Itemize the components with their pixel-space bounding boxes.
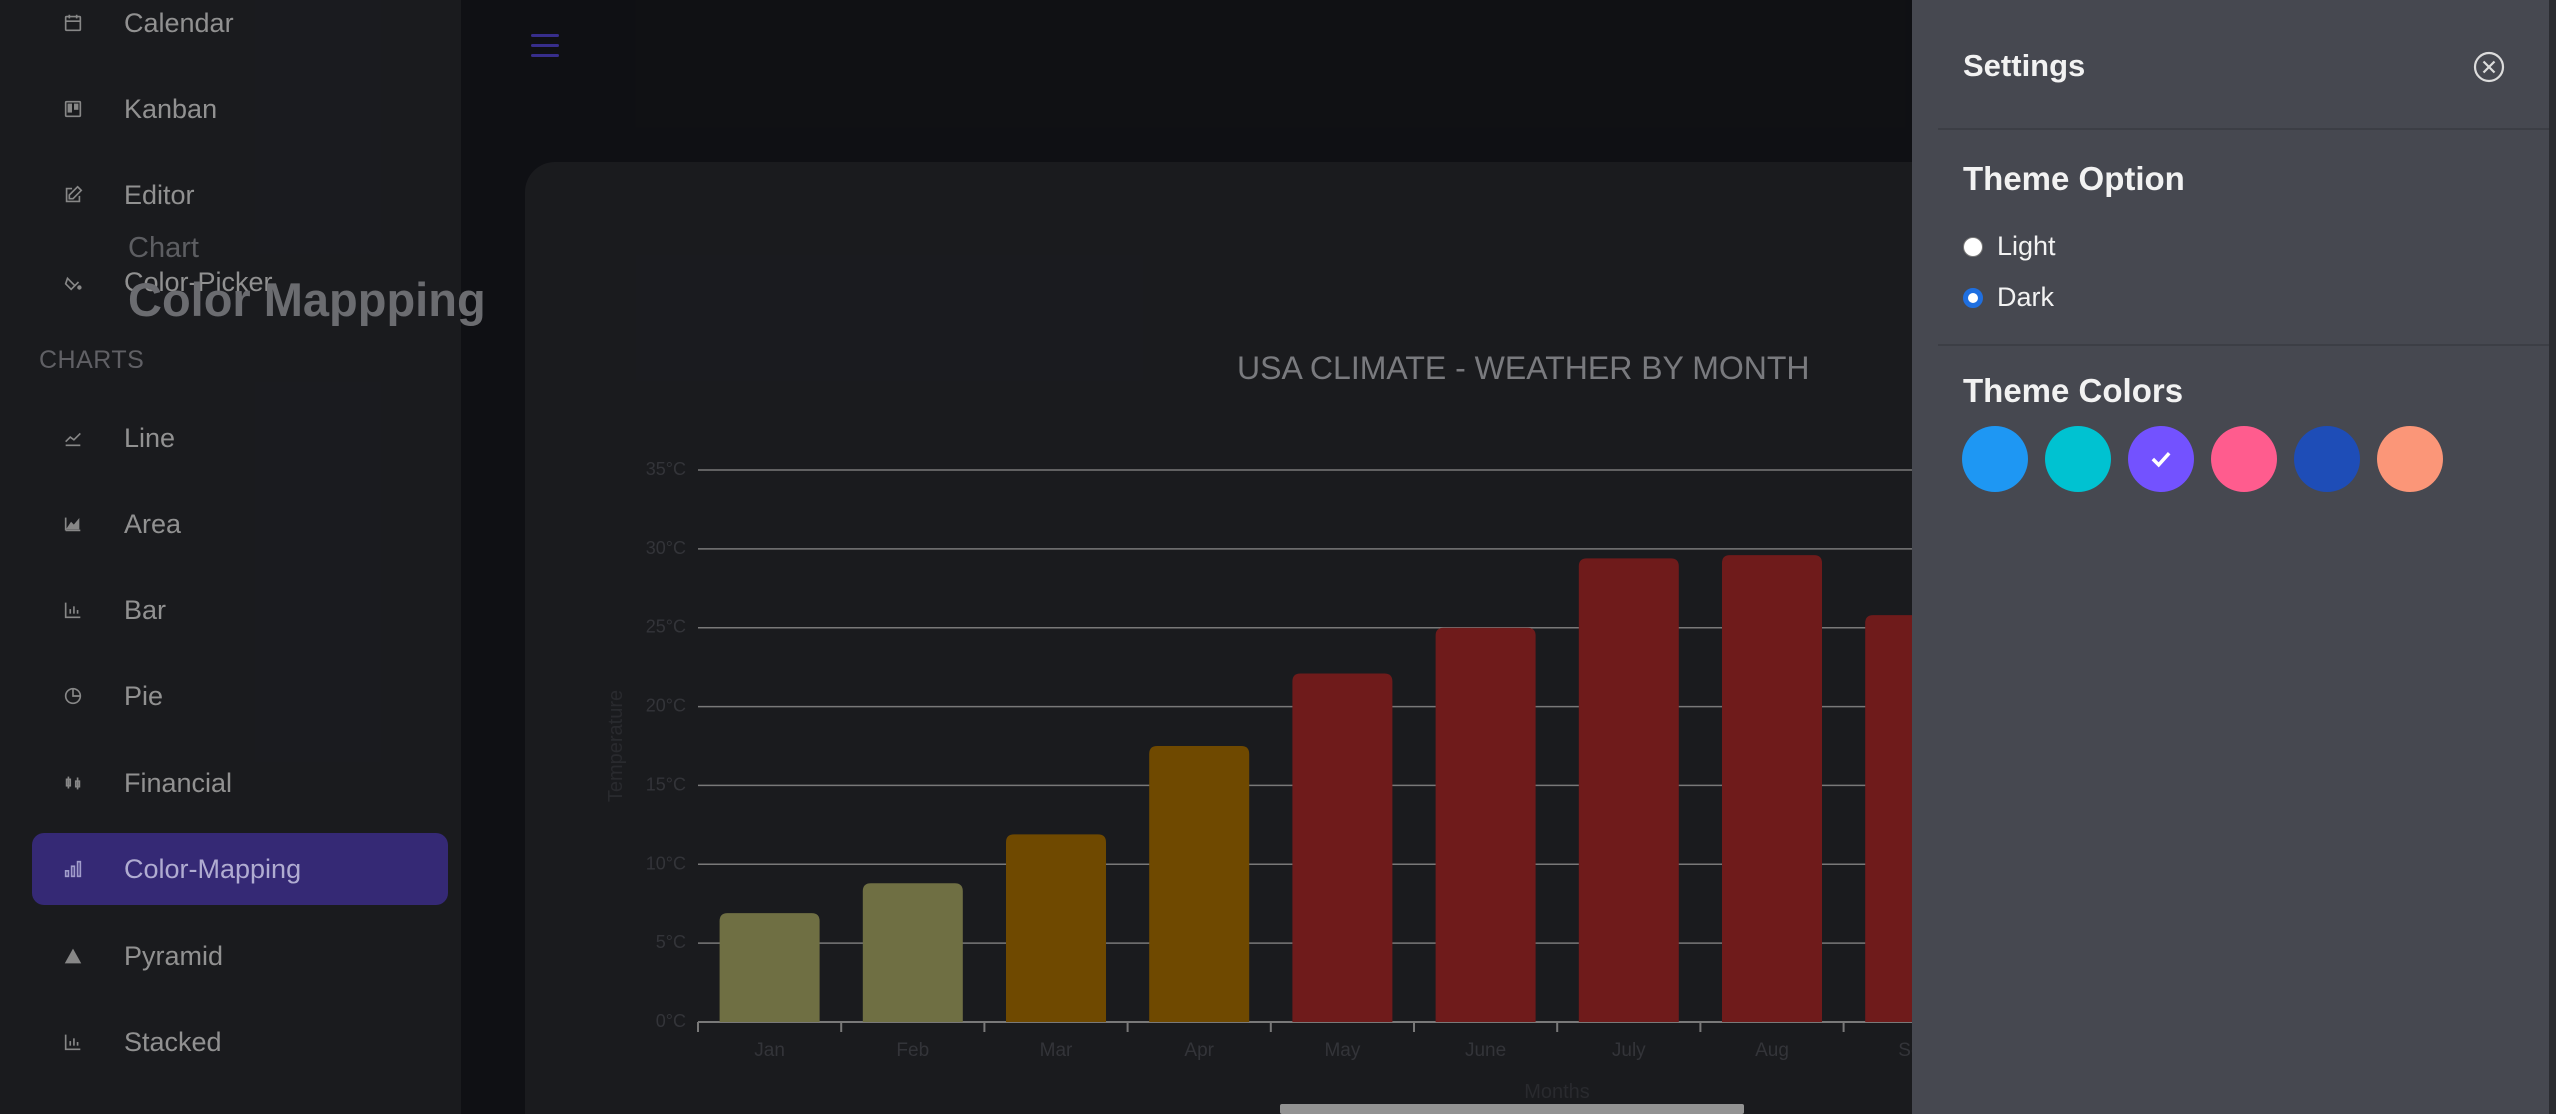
sidebar-item-label: Line — [124, 422, 176, 453]
x-tick-label: Sep — [1898, 1040, 1912, 1061]
sidebar-item-kanban[interactable]: Kanban — [32, 73, 448, 145]
bar — [719, 913, 820, 1022]
y-tick-label: 35°C — [646, 459, 686, 479]
sidebar-item-label: Color-Picker — [124, 266, 273, 297]
y-tick-label: 20°C — [646, 696, 686, 716]
sidebar-item-line[interactable]: Line — [32, 402, 448, 474]
bar — [1292, 673, 1393, 1022]
settings-panel-scroll-edge — [2549, 0, 2556, 1114]
bar — [1149, 746, 1250, 1022]
radio-label: Dark — [1997, 282, 2055, 312]
y-axis-title: Temperature — [605, 690, 627, 802]
overlay-backdrop[interactable] — [0, 0, 1912, 1114]
sidebar-item-color-mapping[interactable]: Color-Mapping — [32, 833, 448, 905]
sidebar-item-label: Area — [124, 508, 182, 539]
page-subtitle: Chart — [128, 232, 199, 264]
pyramid-icon — [36, 945, 110, 967]
sidebar-item-financial[interactable]: Financial — [32, 747, 448, 819]
theme-color-swatch[interactable] — [1962, 426, 2028, 492]
sidebar-item-pie[interactable]: Pie — [32, 660, 448, 732]
light-radio[interactable] — [1963, 236, 1983, 257]
color-picker-icon — [36, 271, 110, 293]
y-tick-label: 25°C — [646, 617, 686, 637]
x-tick-label: Jan — [754, 1040, 785, 1061]
theme-colors-heading: Theme Colors — [1963, 372, 2184, 409]
sidebar-section-charts: CHARTS — [39, 346, 145, 374]
sidebar-item-calendar[interactable]: Calendar — [32, 0, 448, 59]
calendar-icon — [36, 12, 110, 34]
bar — [1865, 615, 1912, 1022]
settings-divider — [1938, 344, 2549, 346]
bar-chart-icon — [36, 599, 110, 621]
bar — [1722, 555, 1822, 1022]
x-tick-label: Aug — [1755, 1040, 1789, 1061]
theme-option-dark[interactable]: Dark — [1963, 282, 2054, 313]
sidebar-item-label: Color-Mapping — [124, 853, 302, 884]
color-mapping-icon — [36, 858, 110, 880]
page-title: Color Mappping — [128, 273, 486, 326]
y-tick-label: 30°C — [646, 538, 686, 558]
y-tick-label: 15°C — [646, 774, 686, 794]
theme-color-swatch[interactable] — [2211, 426, 2277, 492]
settings-title: Settings — [1963, 48, 2086, 83]
sidebar-item-label: Editor — [124, 179, 195, 210]
color-mapping-chart: 0°C 5°C 10°C 15°C 20°C 25°C 30°C 35°C Jan Feb Mar A… — [605, 459, 1912, 1103]
financial-chart-icon — [36, 772, 110, 794]
bar — [862, 883, 963, 1022]
kanban-icon — [36, 98, 110, 120]
theme-color-swatch[interactable] — [2377, 426, 2443, 492]
menu-icon[interactable] — [531, 34, 559, 60]
y-tick-label: 0°C — [656, 1011, 686, 1031]
horizontal-scrollbar[interactable] — [1280, 1104, 1744, 1114]
sidebar-item-stacked[interactable]: Stacked — [32, 1006, 448, 1078]
sidebar-item-label: Financial — [124, 767, 233, 798]
theme-option-heading: Theme Option — [1963, 160, 2185, 197]
settings-divider — [1938, 128, 2549, 130]
x-tick-label: May — [1324, 1040, 1360, 1061]
area-chart-icon — [36, 513, 110, 535]
bar — [1435, 627, 1536, 1022]
close-icon[interactable] — [2472, 50, 2506, 84]
sidebar-item-pyramid[interactable]: Pyramid — [32, 920, 448, 992]
x-tick-label: July — [1612, 1040, 1646, 1061]
sidebar-item-bar[interactable]: Bar — [32, 574, 448, 646]
bar — [1578, 558, 1679, 1022]
sidebar-item-editor[interactable]: Editor — [32, 159, 448, 231]
y-tick-label: 5°C — [656, 932, 686, 952]
sidebar-item-label: Bar — [124, 594, 167, 625]
bar — [1006, 834, 1106, 1022]
line-chart-icon — [36, 427, 110, 449]
editor-icon — [36, 184, 110, 206]
sidebar-item-label: Pie — [124, 680, 164, 711]
x-tick-label: June — [1465, 1040, 1506, 1061]
sidebar-item-label: Kanban — [124, 93, 218, 124]
x-axis-title: Months — [1524, 1081, 1590, 1103]
theme-color-swatch[interactable] — [2128, 426, 2194, 492]
x-tick-label: Apr — [1184, 1040, 1214, 1061]
theme-color-swatch[interactable] — [2294, 426, 2360, 492]
theme-color-swatch[interactable] — [2045, 426, 2111, 492]
x-tick-label: Mar — [1040, 1040, 1073, 1061]
sidebar-item-label: Stacked — [124, 1026, 222, 1057]
theme-option-light[interactable]: Light — [1963, 231, 2056, 262]
x-tick-label: Feb — [896, 1040, 929, 1061]
sidebar-item-label: Calendar — [124, 7, 234, 38]
stacked-chart-icon — [36, 1031, 110, 1053]
dark-radio[interactable] — [1963, 287, 1983, 308]
sidebar-item-area[interactable]: Area — [32, 488, 448, 560]
radio-label: Light — [1997, 231, 2056, 261]
pie-chart-icon — [36, 685, 110, 707]
chart-title: USA CLIMATE - WEATHER BY MONTH — [1237, 350, 1810, 386]
check-icon — [2151, 451, 2171, 468]
settings-panel — [1912, 0, 2556, 1114]
sidebar: Calendar Kanban Editor Color-Picker CHAR… — [0, 0, 461, 1114]
sidebar-item-color-picker[interactable]: Color-Picker — [32, 246, 448, 318]
y-tick-label: 10°C — [646, 853, 686, 873]
sidebar-item-label: Pyramid — [124, 940, 224, 971]
